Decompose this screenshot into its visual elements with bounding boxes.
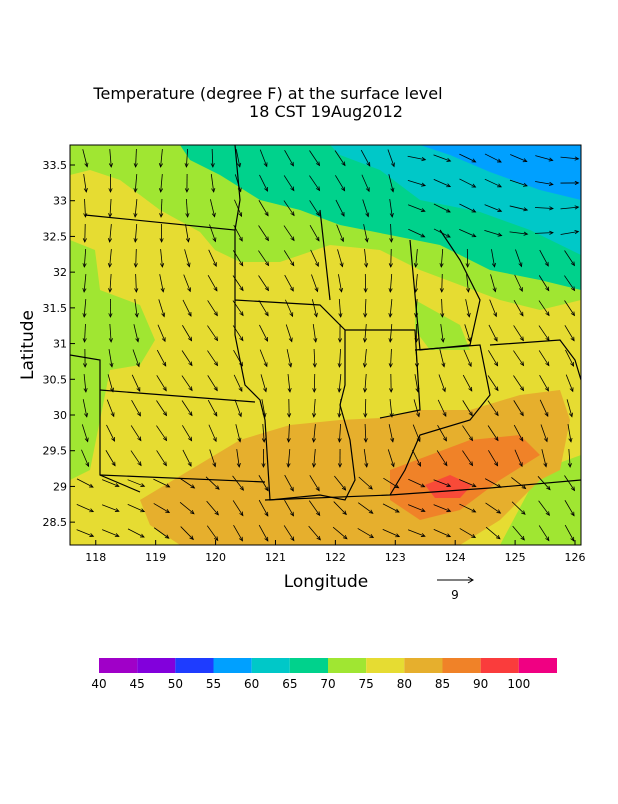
colorbar-label: 75 — [359, 677, 374, 691]
x-tick-label: 119 — [145, 551, 166, 564]
y-tick-label: 30 — [53, 409, 67, 422]
colorbar-label: 65 — [282, 677, 297, 691]
wind-arrow — [391, 249, 392, 267]
colorbar-label: 70 — [320, 677, 335, 691]
contour-field — [70, 145, 581, 545]
colorbar-swatch — [137, 658, 175, 673]
colorbar-swatch — [214, 658, 252, 673]
colorbar-label: 45 — [130, 677, 145, 691]
colorbar-label: 40 — [91, 677, 106, 691]
colorbar-label: 90 — [473, 677, 488, 691]
x-tick-label: 125 — [505, 551, 526, 564]
y-tick-label: 32 — [53, 266, 67, 279]
colorbar-swatch — [175, 658, 213, 673]
colorbar-swatch — [252, 658, 290, 673]
colorbar-swatch — [404, 658, 442, 673]
y-tick-label: 29.5 — [43, 445, 68, 458]
colorbar-swatch — [443, 658, 481, 673]
x-tick-label: 126 — [565, 551, 586, 564]
colorbar-swatch — [290, 658, 328, 673]
colorbar-label: 80 — [397, 677, 412, 691]
colorbar-swatch — [366, 658, 404, 673]
x-tick-label: 120 — [205, 551, 226, 564]
chart-subtitle: 18 CST 19Aug2012 — [249, 102, 403, 121]
y-tick-label: 31 — [53, 338, 67, 351]
x-tick-label: 122 — [325, 551, 346, 564]
y-tick-label: 33.5 — [43, 159, 68, 172]
colorbar-label: 100 — [507, 677, 530, 691]
x-tick-label: 118 — [85, 551, 106, 564]
colorbar-swatch — [481, 658, 519, 673]
colorbar-swatch — [99, 658, 137, 673]
y-tick-label: 28.5 — [43, 516, 68, 529]
x-axis-label: Longitude — [284, 572, 369, 592]
y-tick-label: 32.5 — [43, 230, 68, 243]
x-tick-label: 121 — [265, 551, 286, 564]
y-axis-label: Latitude — [18, 310, 38, 380]
colorbar-label: 50 — [168, 677, 183, 691]
wind-arrow — [365, 399, 366, 417]
wind-arrow — [314, 374, 315, 392]
y-tick-label: 30.5 — [43, 373, 68, 386]
x-tick-label: 123 — [385, 551, 406, 564]
colorbar-swatch — [519, 658, 557, 673]
y-tick-label: 33 — [53, 195, 67, 208]
colorbar-label: 60 — [244, 677, 259, 691]
chart-title: Temperature (degree F) at the surface le… — [92, 84, 442, 103]
x-tick-label: 124 — [445, 551, 466, 564]
y-tick-label: 29 — [53, 480, 67, 493]
reference-label: 9 — [451, 588, 459, 602]
colorbar-label: 85 — [435, 677, 450, 691]
y-tick-label: 31.5 — [43, 302, 68, 315]
colorbar-swatch — [328, 658, 366, 673]
wind-arrow — [442, 274, 443, 292]
colorbar-label: 55 — [206, 677, 221, 691]
